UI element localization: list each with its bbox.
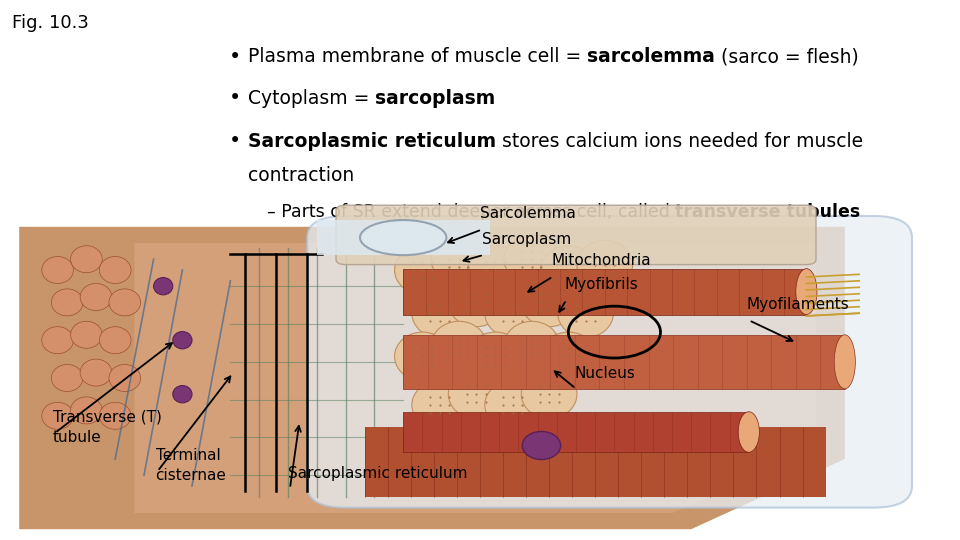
- Ellipse shape: [448, 370, 504, 418]
- Ellipse shape: [412, 289, 468, 338]
- Ellipse shape: [80, 359, 111, 386]
- Text: Transverse (T): Transverse (T): [53, 410, 161, 425]
- Ellipse shape: [109, 289, 141, 316]
- Text: transverse tubules: transverse tubules: [675, 203, 860, 221]
- Ellipse shape: [504, 235, 560, 284]
- Ellipse shape: [41, 402, 73, 429]
- Text: Sarcoplasmic reticulum: Sarcoplasmic reticulum: [288, 465, 468, 481]
- Text: Mitochondria: Mitochondria: [551, 253, 651, 268]
- Polygon shape: [134, 243, 816, 513]
- Ellipse shape: [522, 431, 561, 460]
- Bar: [403, 335, 845, 389]
- Text: Sarcolemma: Sarcolemma: [480, 206, 576, 221]
- Ellipse shape: [540, 246, 596, 294]
- Ellipse shape: [485, 289, 540, 338]
- Text: sarcolemma: sarcolemma: [587, 47, 715, 66]
- Ellipse shape: [485, 381, 540, 429]
- Ellipse shape: [99, 256, 131, 284]
- Text: Plasma membrane of muscle cell =: Plasma membrane of muscle cell =: [248, 47, 587, 66]
- Polygon shape: [19, 227, 845, 529]
- Text: (sarco = flesh): (sarco = flesh): [715, 47, 858, 66]
- Bar: [403, 268, 806, 314]
- Text: cisternae: cisternae: [156, 468, 227, 483]
- Ellipse shape: [540, 332, 596, 381]
- Ellipse shape: [431, 321, 487, 370]
- Ellipse shape: [70, 321, 102, 348]
- Ellipse shape: [173, 332, 192, 349]
- Text: Cytoplasm =: Cytoplasm =: [248, 89, 375, 108]
- Ellipse shape: [99, 402, 131, 429]
- Ellipse shape: [577, 240, 633, 289]
- Bar: [365, 427, 826, 497]
- Ellipse shape: [52, 289, 84, 316]
- Text: Sarcoplasmic reticulum: Sarcoplasmic reticulum: [248, 132, 495, 151]
- Ellipse shape: [738, 411, 759, 453]
- Ellipse shape: [360, 220, 446, 255]
- Ellipse shape: [80, 284, 111, 310]
- Ellipse shape: [521, 278, 577, 327]
- Text: contraction: contraction: [248, 166, 354, 185]
- Ellipse shape: [834, 335, 855, 389]
- Ellipse shape: [468, 246, 523, 294]
- Text: Sarcoplasm: Sarcoplasm: [482, 232, 571, 247]
- Bar: [317, 220, 490, 255]
- Text: stores calcium ions needed for muscle: stores calcium ions needed for muscle: [495, 132, 863, 151]
- Ellipse shape: [504, 321, 560, 370]
- Bar: [403, 411, 749, 453]
- Text: Fig. 10.3: Fig. 10.3: [12, 14, 88, 31]
- Ellipse shape: [395, 332, 450, 381]
- Ellipse shape: [109, 364, 141, 391]
- FancyBboxPatch shape: [336, 205, 816, 265]
- Ellipse shape: [70, 246, 102, 273]
- Text: Myofibrils: Myofibrils: [564, 276, 638, 292]
- FancyBboxPatch shape: [307, 216, 912, 508]
- Ellipse shape: [395, 246, 450, 294]
- Ellipse shape: [521, 370, 577, 418]
- Text: •: •: [229, 88, 241, 109]
- Ellipse shape: [431, 235, 487, 284]
- Ellipse shape: [558, 289, 613, 338]
- Text: tubule: tubule: [53, 430, 102, 445]
- Ellipse shape: [154, 278, 173, 295]
- Ellipse shape: [70, 397, 102, 424]
- Ellipse shape: [448, 278, 504, 327]
- Ellipse shape: [796, 268, 817, 314]
- Ellipse shape: [99, 327, 131, 354]
- Ellipse shape: [41, 256, 73, 284]
- Ellipse shape: [41, 327, 73, 354]
- Text: •: •: [229, 131, 241, 152]
- Ellipse shape: [412, 381, 468, 429]
- Text: Myofilaments: Myofilaments: [747, 297, 850, 312]
- Text: Nucleus: Nucleus: [574, 366, 635, 381]
- Text: – Parts of SR extend deeper across cell, called: – Parts of SR extend deeper across cell,…: [267, 203, 675, 221]
- Text: sarcoplasm: sarcoplasm: [375, 89, 495, 108]
- Text: •: •: [229, 46, 241, 67]
- Ellipse shape: [173, 386, 192, 403]
- Text: Terminal: Terminal: [156, 448, 220, 463]
- Ellipse shape: [468, 332, 523, 381]
- Ellipse shape: [52, 364, 84, 391]
